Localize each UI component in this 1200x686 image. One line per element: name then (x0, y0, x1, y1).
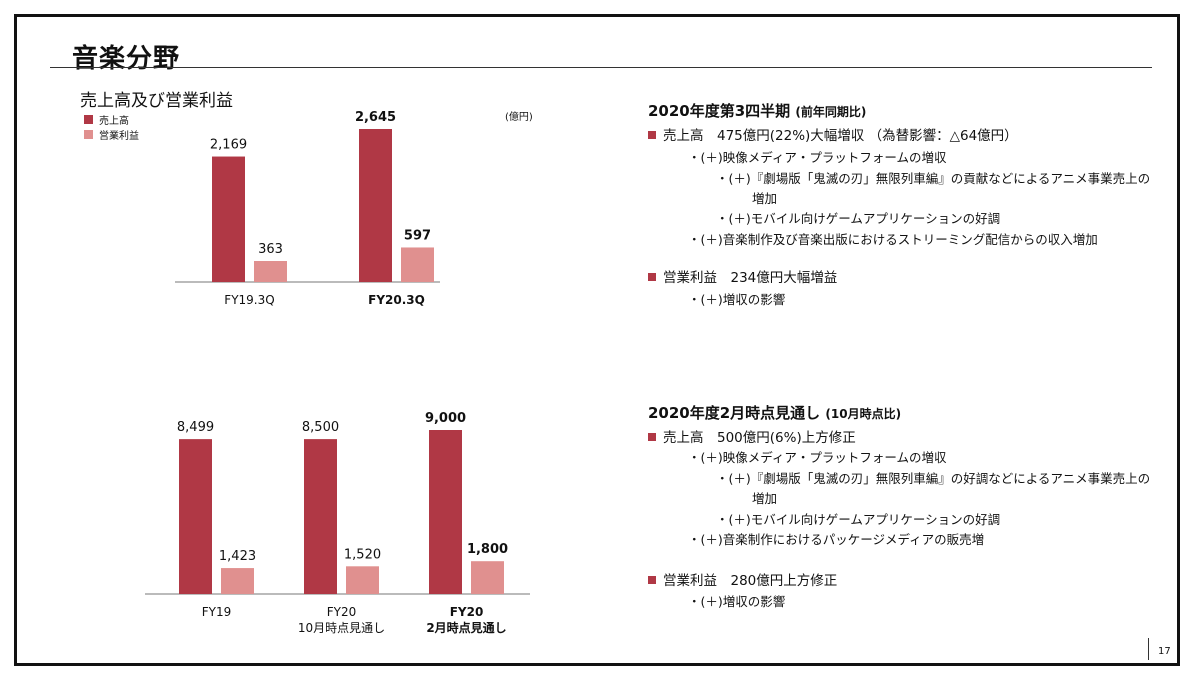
data-label: 1,800 (467, 542, 508, 557)
section2-sales-item: ・(＋)映像メディア・プラットフォームの増収 (688, 450, 947, 465)
section2-sales-item: 増加 (752, 491, 778, 506)
chart-legend: 売上高 営業利益 (84, 112, 139, 142)
data-label: 1,520 (344, 547, 381, 562)
legend-swatch-sales (84, 115, 93, 124)
data-label: 2,169 (210, 138, 247, 153)
section1-op-item: ・(＋)増収の影響 (688, 292, 786, 307)
section1-sales-item: 増加 (752, 191, 778, 206)
bar-op-income (254, 261, 287, 282)
page-number-divider (1148, 638, 1149, 660)
section1-sales-item: ・(＋)映像メディア・プラットフォームの増収 (688, 150, 947, 165)
section1-op-line: 営業利益 234億円大幅増益 (648, 266, 837, 286)
category-tick-label: FY20.3Q (368, 293, 425, 307)
legend-swatch-op-income (84, 130, 93, 139)
section2-sales-line: 売上高 500億円(6%)上方修正 (648, 426, 856, 446)
category-tick-label: FY19.3Q (224, 293, 274, 307)
legend-label-sales: 売上高 (99, 116, 129, 127)
category-tick-label: FY19 (202, 605, 232, 619)
bar-op-income (401, 247, 434, 282)
bar-op-income (471, 561, 504, 594)
section1-title-text: 2020年度第3四半期 (648, 102, 791, 120)
category-tick-label: 10月時点見通し (298, 621, 385, 635)
slide-frame (14, 14, 1180, 666)
data-label: 2,645 (355, 110, 396, 125)
section2-sales-item: ・(＋)モバイル向けゲームアプリケーションの好調 (716, 512, 1001, 527)
data-label: 1,423 (219, 549, 256, 564)
section1-sales-item: ・(＋)音楽制作及び音楽出版におけるストリーミング配信からの収入増加 (688, 232, 1098, 247)
page-title: 音楽分野 (72, 44, 181, 74)
page-number: 17 (1158, 646, 1171, 657)
section1-sales-item: ・(＋)『劇場版「鬼滅の刃」無限列車編』の貢献などによるアニメ事業売上の (716, 171, 1151, 186)
section2-title-note: (10月時点比) (825, 407, 902, 421)
bar-sales (429, 430, 462, 594)
section2-sales-item: ・(＋)音楽制作におけるパッケージメディアの販売増 (688, 532, 985, 547)
data-label: 363 (258, 242, 283, 257)
section1-sales-item: ・(＋)モバイル向けゲームアプリケーションの好調 (716, 211, 1001, 226)
data-label: 8,500 (302, 420, 339, 435)
legend-item-sales: 売上高 (84, 112, 139, 127)
bar-sales (359, 129, 392, 282)
section1-sales-line: 売上高 475億円(22%)大幅増収 （為替影響：△64億円） (648, 124, 1018, 144)
category-tick-label: FY20 (327, 605, 357, 619)
category-tick-label: FY20 (450, 605, 484, 619)
category-tick-label: 2月時点見通し (426, 620, 506, 635)
legend-item-op-income: 営業利益 (84, 127, 139, 142)
bar-op-income (221, 568, 254, 594)
chart-title: 売上高及び営業利益 (80, 91, 233, 111)
forecast-bar-chart: 8,499 1,423 FY19 8,500 1,520 FY20 10月時点見通し 9,00… (145, 411, 530, 635)
data-label: 597 (404, 228, 431, 243)
section2-title: 2020年度2月時点見通し (10月時点比) (648, 402, 901, 423)
data-label: 8,499 (177, 420, 214, 435)
bar-sales (304, 439, 337, 594)
section2-sales-item: ・(＋)『劇場版「鬼滅の刃」無限列車編』の好調などによるアニメ事業売上の (716, 471, 1151, 486)
data-label: 9,000 (425, 411, 466, 426)
quarterly-bar-chart: 2,169 363 FY19.3Q 2,645 597 FY20.3Q (175, 110, 440, 307)
legend-label-op-income: 営業利益 (99, 131, 139, 142)
bar-sales (179, 439, 212, 594)
bar-op-income (346, 566, 379, 594)
section1-title-note: (前年同期比) (795, 105, 867, 119)
section2-op-item: ・(＋)増収の影響 (688, 594, 786, 609)
bar-sales (212, 156, 245, 282)
section1-title: 2020年度第3四半期 (前年同期比) (648, 100, 866, 121)
title-divider (50, 67, 1152, 68)
section2-title-text: 2020年度2月時点見通し (648, 404, 821, 422)
chart-unit-label: (億円) (505, 112, 533, 123)
section2-op-line: 営業利益 280億円上方修正 (648, 569, 837, 589)
